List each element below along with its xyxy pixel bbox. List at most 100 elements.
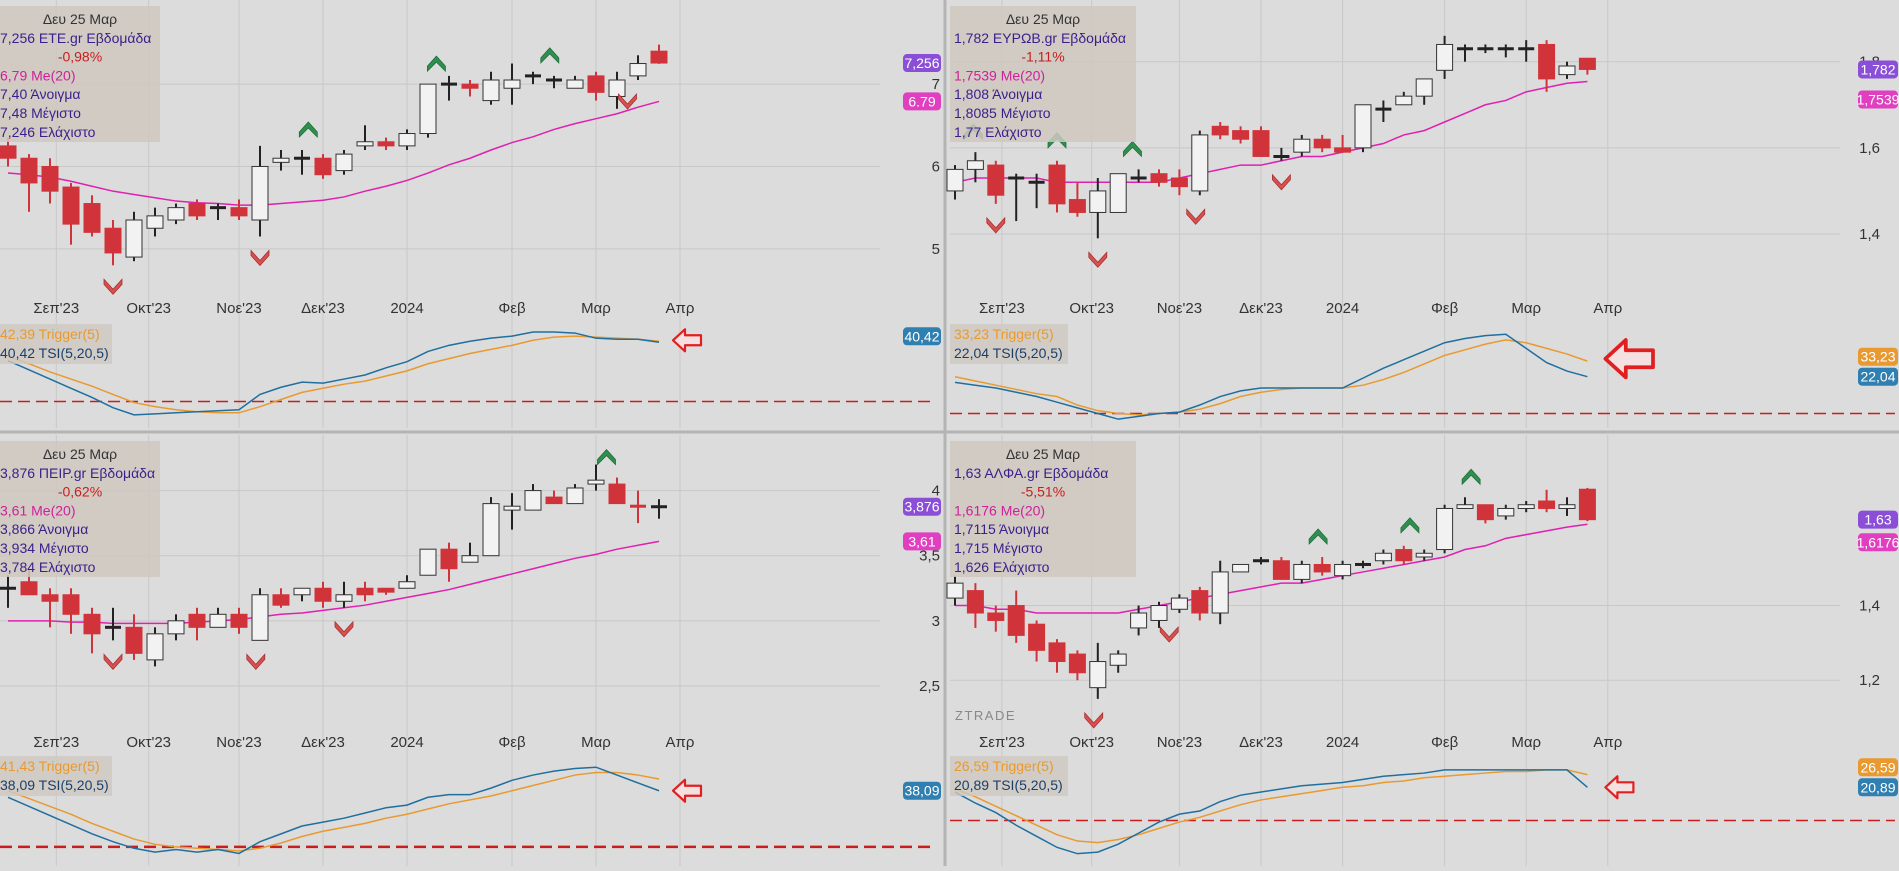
candle-body — [1150, 173, 1168, 183]
info-title: 1,63 ΑΛΦΑ.gr Εβδομάδα — [954, 465, 1108, 481]
x-tick-label: Σεπ'23 — [979, 734, 1025, 751]
candle — [461, 80, 479, 97]
ma-line — [7, 100, 660, 206]
candle-body — [1517, 504, 1535, 509]
tsi-label: 22,04 TSI(5,20,5) — [954, 345, 1063, 361]
candle — [1068, 650, 1086, 681]
candle-body — [545, 496, 563, 505]
ma-badge — [1858, 533, 1898, 552]
candle-body — [566, 79, 584, 89]
info-box — [0, 441, 160, 577]
candle-body — [1456, 504, 1474, 509]
candle-body — [1538, 500, 1556, 509]
candle — [1355, 560, 1371, 569]
x-tick-label: 2024 — [1326, 734, 1359, 751]
signal-arrow-icon — [671, 328, 703, 353]
info-open: 3,866 Άνοιγμα — [0, 521, 88, 537]
candle — [1089, 178, 1107, 239]
candle — [62, 588, 80, 634]
candle — [1252, 126, 1270, 157]
candle — [1150, 601, 1168, 628]
candle — [167, 614, 185, 641]
info-title: 7,256 ETE.gr Εβδομάδα — [0, 30, 151, 46]
candle-body — [946, 582, 964, 599]
candle — [1191, 586, 1209, 621]
x-tick-label: Οκτ'23 — [1069, 734, 1114, 751]
candle — [1334, 560, 1352, 580]
x-tick-label: 2024 — [1326, 300, 1359, 317]
tsi-line — [954, 333, 1588, 420]
tsi-badge — [1858, 367, 1898, 386]
candle-body — [1048, 164, 1066, 205]
info-change: -0,98% — [58, 49, 102, 65]
candle — [608, 477, 626, 505]
candle-body — [482, 503, 500, 557]
ma-line — [955, 523, 1588, 614]
down-chevron-icon — [1186, 208, 1206, 225]
info-change: -0,62% — [58, 484, 102, 500]
candle-body — [482, 79, 500, 102]
price-badge — [1858, 510, 1898, 529]
candle — [1558, 61, 1576, 79]
candle-body — [1232, 563, 1250, 573]
info-open: 1,808 Άνοιγμα — [954, 86, 1042, 102]
candle — [356, 581, 374, 602]
candle — [1232, 126, 1250, 144]
tsi-badge-text: 22,04 — [1860, 369, 1895, 385]
candle-body — [440, 548, 458, 570]
info-open: 1,7115 Άνοιγμα — [954, 521, 1049, 537]
candle — [272, 588, 290, 608]
candle-body — [987, 164, 1005, 196]
trigger-badge — [1858, 758, 1898, 777]
candle-body — [608, 483, 626, 505]
y-tick-label: 1,6 — [1859, 140, 1880, 157]
candle — [630, 490, 646, 524]
candle — [987, 605, 1005, 632]
x-tick-label: Δεκ'23 — [301, 300, 345, 317]
candle-body — [1578, 57, 1596, 70]
tsi-badge-text: 38,09 — [904, 783, 939, 799]
candle — [419, 548, 437, 576]
info-box — [950, 6, 1136, 142]
candle-body — [83, 203, 101, 233]
tsi-badge-text: 20,89 — [1860, 779, 1895, 795]
candle — [1497, 44, 1514, 58]
candle-body — [314, 587, 332, 602]
x-tick-label: Δεκ'23 — [301, 734, 345, 751]
candle — [1150, 169, 1168, 187]
watermark: ZTRADE — [955, 708, 1016, 723]
candle — [503, 493, 521, 530]
candle — [1415, 549, 1433, 561]
candle — [1477, 44, 1494, 54]
candle — [1048, 639, 1066, 673]
candle-body — [587, 479, 605, 485]
candle — [104, 220, 122, 266]
candle — [1068, 182, 1086, 217]
price-badge-text: 7,256 — [904, 55, 939, 71]
candle — [629, 55, 647, 80]
candle-body — [167, 620, 185, 635]
candle-body — [461, 555, 479, 563]
candle — [545, 490, 563, 505]
x-tick-label: Οκτ'23 — [126, 734, 171, 751]
info-high: 3,934 Μέγιστο — [0, 540, 89, 556]
candle — [587, 464, 605, 491]
candle-body — [1211, 125, 1229, 136]
tsi-line — [954, 769, 1588, 855]
x-tick-label: Νοε'23 — [1157, 734, 1202, 751]
ma-badge-text: 3,61 — [908, 533, 935, 549]
candle — [272, 150, 290, 171]
tsi-line — [7, 766, 660, 855]
candle-body — [1578, 488, 1596, 521]
candle-body — [272, 594, 290, 606]
ma-badge-text: 6.79 — [908, 93, 935, 109]
chart-ete: Σεπ'23 Οκτ'23 Νοε'23 Δεκ'23 2024 Φεβ Μαρ Απρ 7 6 5… — [0, 0, 941, 428]
x-tick-label: Φεβ — [498, 734, 526, 751]
candle-body — [1476, 504, 1494, 521]
candle — [1293, 560, 1311, 584]
ma-line — [8, 540, 660, 625]
candle — [398, 129, 416, 150]
candle-body — [1007, 605, 1025, 636]
candle — [566, 484, 584, 505]
